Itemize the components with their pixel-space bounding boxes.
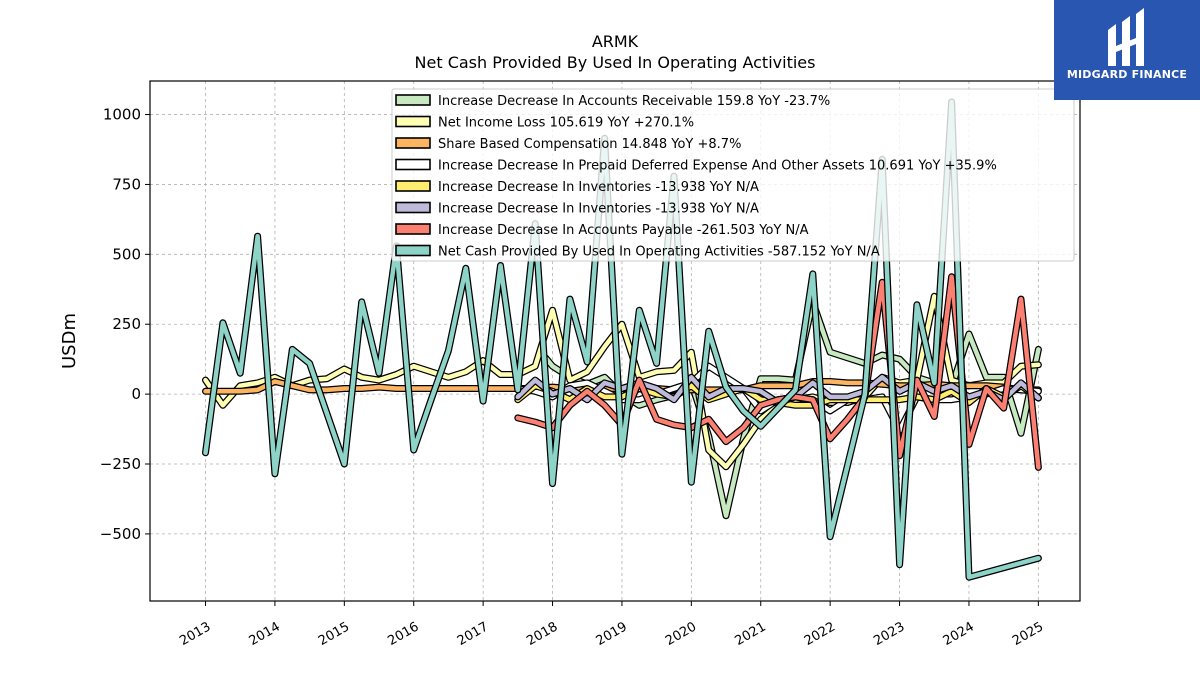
- y-tick-label: 250: [112, 315, 141, 333]
- logo-mark-icon: [1108, 8, 1144, 66]
- x-tick-label: 2025: [1010, 619, 1046, 649]
- chart-title: ARMK: [592, 32, 639, 51]
- series-lines: [202, 98, 1042, 581]
- y-tick-label: 0: [131, 385, 141, 403]
- legend-swatch: [395, 115, 431, 128]
- x-tick-label: 2019: [594, 619, 630, 649]
- chart-subtitle: Net Cash Provided By Used In Operating A…: [415, 53, 816, 72]
- x-tick-label: 2016: [385, 619, 421, 649]
- series-line: [515, 274, 1041, 470]
- y-tick-label: 500: [112, 245, 141, 263]
- x-tick-label: 2021: [732, 619, 768, 649]
- x-tick-label: 2017: [455, 619, 491, 649]
- x-axis: 2013 2014 2015 2016 2017 2018 2019 2020 2021 2022…: [177, 601, 1046, 649]
- brand-logo: MIDGARD FINANCE: [1054, 0, 1200, 100]
- y-axis-label: USDm: [59, 313, 80, 369]
- x-tick-label: 2020: [663, 619, 699, 649]
- x-tick-label: 2022: [802, 619, 838, 649]
- legend-swatch: [395, 180, 431, 192]
- logo-text: MIDGARD FINANCE: [1066, 68, 1188, 81]
- legend-entry: Increase Decrease In Prepaid Deferred Ex…: [438, 159, 997, 174]
- legend-entry: Increase Decrease In Inventories -13.938…: [438, 180, 759, 195]
- y-tick-label: −250: [100, 455, 141, 473]
- legend-swatch: [395, 94, 431, 106]
- y-axis: −500 −250 0 250 500 750 1000: [100, 106, 150, 543]
- legend-swatch: [395, 201, 431, 214]
- plot-frame: [149, 80, 1081, 602]
- legend-entry: Share Based Compensation 14.848 YoY +8.7…: [438, 137, 741, 152]
- y-tick-label: 750: [112, 175, 141, 193]
- legend-entry: Net Cash Provided By Used In Operating A…: [438, 245, 880, 260]
- legend-box: [391, 88, 1075, 262]
- x-tick-label: 2018: [524, 619, 560, 649]
- legend-entry: Increase Decrease In Accounts Payable -2…: [438, 223, 809, 238]
- legend-swatch: [395, 158, 431, 171]
- series-7: [514, 273, 1042, 471]
- x-tick-label: 2013: [177, 619, 213, 649]
- legend: Increase Decrease In Accounts Receivable…: [391, 88, 1075, 262]
- legend-entry: Net Income Loss 105.619 YoY +270.1%: [438, 116, 694, 131]
- x-tick-label: 2015: [316, 619, 352, 649]
- y-tick-label: 1000: [103, 106, 141, 124]
- legend-swatch: [395, 244, 431, 257]
- legend-swatch: [395, 137, 431, 149]
- legend-entry: Increase Decrease In Accounts Receivable…: [438, 94, 830, 109]
- legend-entry: Increase Decrease In Inventories -13.938…: [438, 202, 759, 217]
- y-tick-label: −500: [100, 525, 141, 543]
- legend-swatch: [395, 223, 431, 235]
- x-tick-label: 2014: [247, 619, 283, 649]
- x-tick-label: 2024: [941, 619, 977, 649]
- x-tick-label: 2023: [871, 619, 907, 649]
